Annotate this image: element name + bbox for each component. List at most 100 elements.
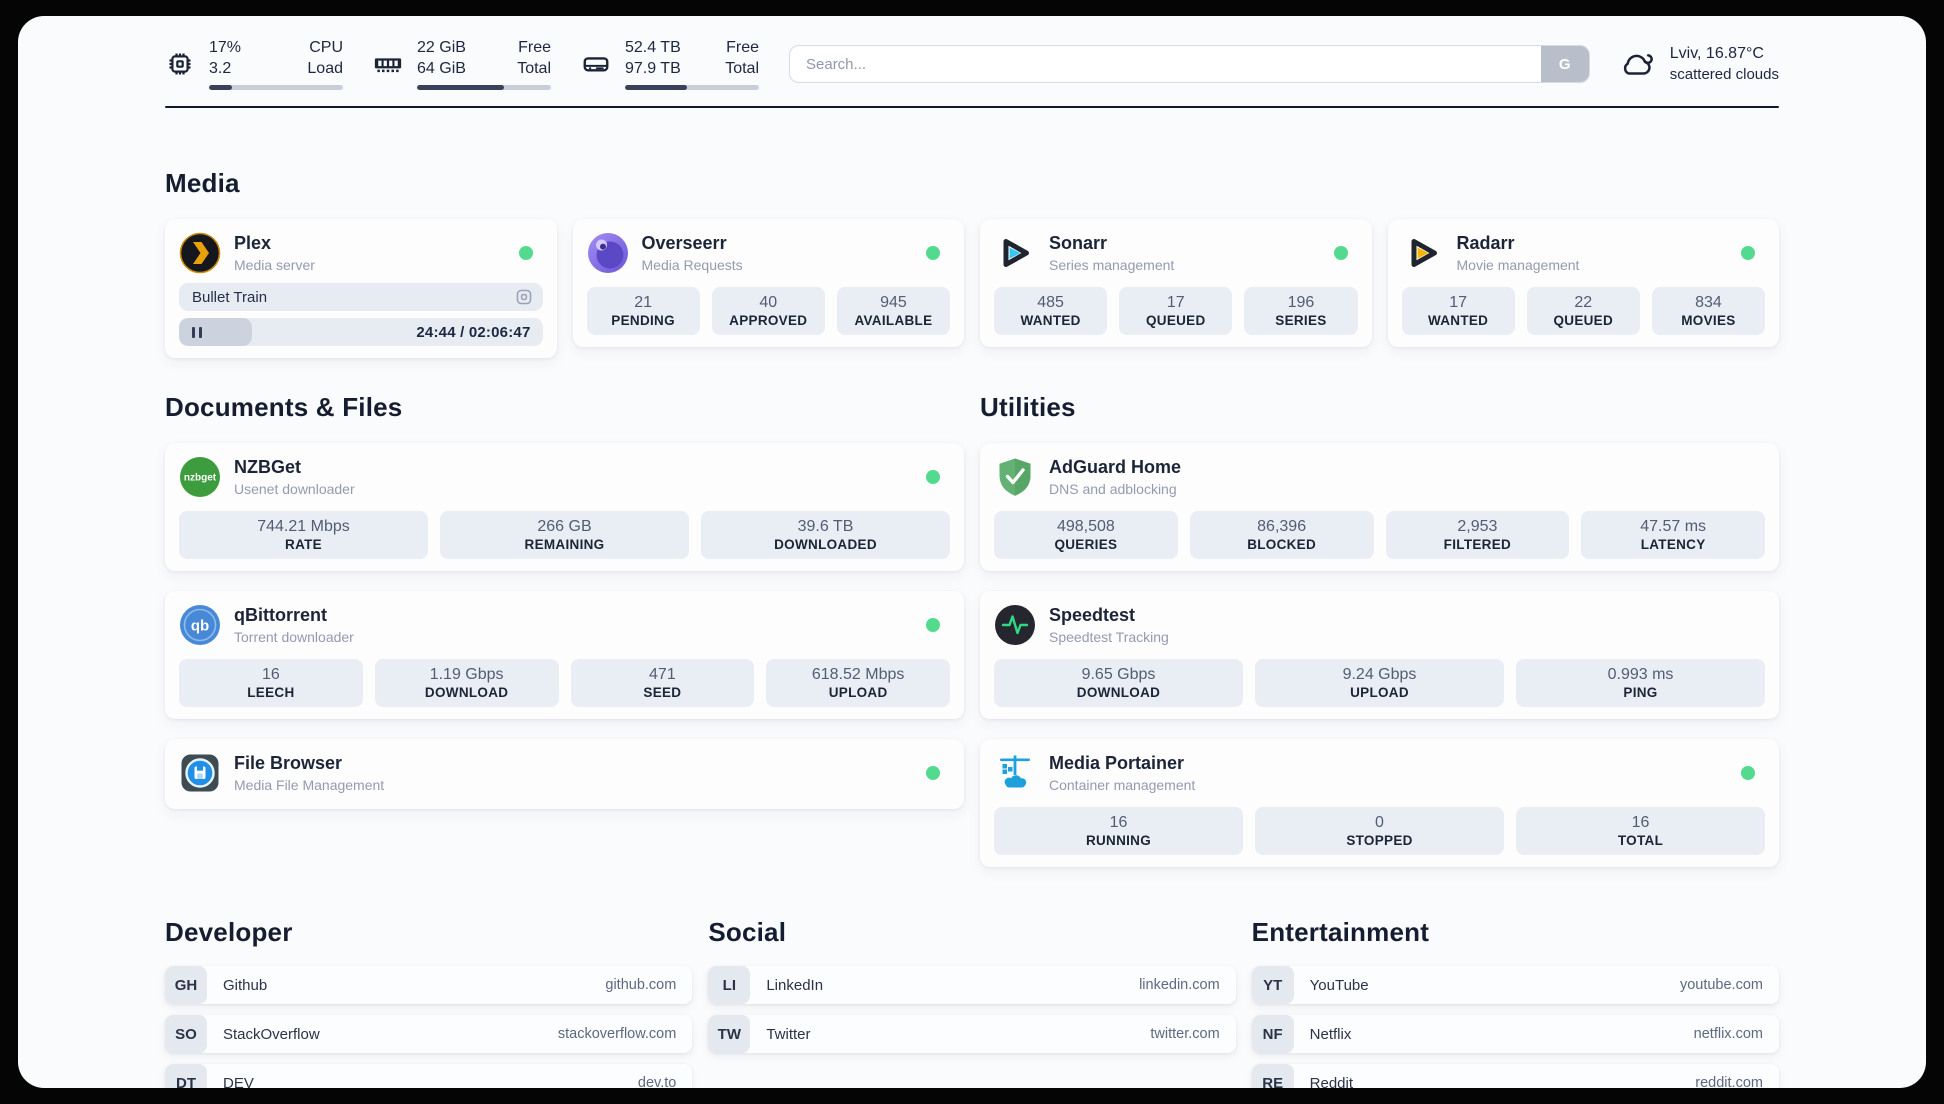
plex-icon	[179, 232, 221, 274]
stat-tile: 9.65 Gbps DOWNLOAD	[994, 659, 1243, 707]
radarr-icon	[1402, 232, 1444, 274]
app-card-sonarr[interactable]: Sonarr Series management 485 WANTED 17 Q…	[980, 219, 1372, 347]
app-subtitle: DNS and adblocking	[1049, 480, 1177, 497]
developer-section: Developer GH Github github.com SO StackO…	[165, 917, 693, 1088]
nzbget-icon: nzbget	[179, 456, 221, 498]
memory-free-label: Free	[518, 39, 551, 56]
stat-tile: 744.21 Mbps RATE	[179, 511, 428, 559]
app-card-qbittorrent[interactable]: qb qBittorrent Torrent downloader 16 LEE…	[165, 591, 964, 719]
disk-progress-track	[625, 85, 759, 90]
status-dot	[926, 766, 940, 780]
playback-progress-fill	[179, 318, 252, 346]
app-name: NZBGet	[234, 457, 301, 478]
link-row-linkedin[interactable]: LI LinkedIn linkedin.com	[708, 966, 1236, 1004]
status-dot	[1333, 246, 1348, 260]
link-row-twitter[interactable]: TW Twitter twitter.com	[708, 1015, 1236, 1053]
media-grid: Plex Media server Bullet Train 24:44 / 0…	[165, 219, 1779, 358]
stat-tile: 17 WANTED	[1401, 287, 1515, 335]
pause-icon[interactable]	[192, 326, 202, 338]
stat-tile: 1.19 Gbps DOWNLOAD	[374, 659, 559, 707]
section-title-documents: Documents & Files	[165, 392, 403, 422]
stat-tile: 22 QUEUED	[1526, 287, 1640, 335]
stat-tile: 17 QUEUED	[1119, 287, 1233, 335]
now-playing-thumbnail-icon[interactable]	[515, 288, 533, 306]
app-name: File Browser	[234, 753, 343, 774]
app-subtitle: Media Requests	[641, 256, 743, 273]
section-title-utilities: Utilities	[980, 392, 1076, 422]
status-dot	[926, 246, 940, 260]
link-row-dev[interactable]: DT DEV dev.to	[165, 1064, 693, 1088]
link-row-stackoverflow[interactable]: SO StackOverflow stackoverflow.com	[165, 1015, 693, 1053]
app-name: qBittorrent	[234, 605, 327, 626]
overseerr-icon	[587, 232, 629, 274]
linkedin-badge: LI	[708, 966, 751, 1004]
stat-tile: 196 SERIES	[1244, 287, 1358, 335]
stat-tile: 498,508 QUERIES	[994, 511, 1178, 559]
twitter-badge: TW	[708, 1015, 751, 1053]
status-dot	[1741, 766, 1755, 780]
memory-progress-track	[417, 85, 551, 90]
filebrowser-icon	[179, 752, 221, 794]
disk-icon	[581, 49, 611, 79]
link-row-github[interactable]: GH Github github.com	[165, 966, 693, 1004]
link-row-netflix[interactable]: NF Netflix netflix.com	[1251, 1015, 1779, 1053]
app-subtitle: Container management	[1049, 776, 1196, 793]
app-card-portainer[interactable]: Media Portainer Container management 16 …	[980, 739, 1779, 867]
weather-condition: scattered clouds	[1669, 65, 1779, 83]
cpu-load-label: Load	[307, 60, 343, 77]
speedtest-icon	[994, 604, 1036, 646]
entertainment-section: Entertainment YT YouTube youtube.com NF …	[1251, 917, 1779, 1088]
search-engine-button[interactable]: G	[1540, 46, 1589, 82]
cpu-usage-value: 17%	[209, 39, 242, 56]
stat-tile: 16 TOTAL	[1516, 807, 1765, 855]
status-dot	[1741, 246, 1755, 260]
search-input[interactable]	[790, 46, 1541, 82]
section-title-media: Media	[165, 168, 240, 198]
sonarr-icon	[994, 232, 1036, 274]
weather-widget: Lviv, 16.87°C scattered clouds	[1618, 44, 1779, 84]
stat-tile: 2,953 FILTERED	[1385, 511, 1570, 559]
stat-tile: 945 AVAILABLE	[836, 287, 951, 335]
netflix-badge: NF	[1251, 1015, 1294, 1053]
app-card-adguard[interactable]: AdGuard Home DNS and adblocking 498,508 …	[980, 443, 1779, 571]
app-name: Media Portainer	[1049, 753, 1185, 774]
app-card-nzbget[interactable]: nzbget NZBGet Usenet downloader 744.21 M…	[165, 443, 964, 571]
app-card-overseerr[interactable]: Overseerr Media Requests 21 PENDING 40 A…	[572, 219, 964, 347]
dev-badge: DT	[165, 1064, 207, 1088]
disk-free-value: 52.4 TB	[625, 39, 681, 56]
memory-total-label: Total	[517, 60, 551, 77]
documents-column: Documents & Files nzbget NZBGet U	[165, 392, 964, 809]
status-dot	[518, 246, 533, 260]
section-title-social: Social	[708, 917, 787, 947]
reddit-badge: RE	[1251, 1064, 1294, 1088]
app-name: Plex	[234, 233, 272, 254]
memory-progress-fill	[417, 85, 505, 90]
stat-tile: 86,396 BLOCKED	[1189, 511, 1374, 559]
app-name: Radarr	[1456, 233, 1515, 254]
stat-tile: 0 STOPPED	[1255, 807, 1504, 855]
link-row-youtube[interactable]: YT YouTube youtube.com	[1251, 966, 1779, 1004]
stat-tile: 9.24 Gbps UPLOAD	[1255, 659, 1504, 707]
stat-tile: 16 LEECH	[179, 659, 363, 707]
qbittorrent-icon: qb	[179, 604, 221, 646]
disk-free-label: Free	[726, 39, 759, 56]
memory-total-value: 64 GiB	[417, 60, 466, 77]
playback-progress-bar[interactable]: 24:44 / 02:06:47	[179, 318, 543, 346]
now-playing-title: Bullet Train	[192, 288, 268, 306]
svg-text:qb: qb	[191, 618, 209, 635]
youtube-badge: YT	[1251, 966, 1294, 1004]
app-card-radarr[interactable]: Radarr Movie management 17 WANTED 22 QUE…	[1387, 219, 1779, 347]
now-playing-bar: Bullet Train	[179, 283, 543, 311]
stat-tile: 485 WANTED	[994, 287, 1108, 335]
stat-tile: 618.52 Mbps UPLOAD	[766, 659, 950, 707]
app-card-speedtest[interactable]: Speedtest Speedtest Tracking 9.65 Gbps D…	[980, 591, 1779, 719]
app-card-filebrowser[interactable]: File Browser Media File Management	[165, 739, 964, 809]
stat-tile: 39.6 TB DOWNLOADED	[701, 511, 950, 559]
top-bar: 17% CPU 3.2 Load	[165, 38, 1779, 90]
link-row-reddit[interactable]: RE Reddit reddit.com	[1251, 1064, 1779, 1088]
app-card-plex[interactable]: Plex Media server Bullet Train 24:44 / 0…	[165, 219, 557, 358]
disk-progress-fill	[625, 85, 687, 90]
app-subtitle: Media server	[234, 256, 315, 273]
dashboard-panel: 17% CPU 3.2 Load	[18, 16, 1926, 1088]
stat-tile: 47.57 ms LATENCY	[1581, 511, 1765, 559]
